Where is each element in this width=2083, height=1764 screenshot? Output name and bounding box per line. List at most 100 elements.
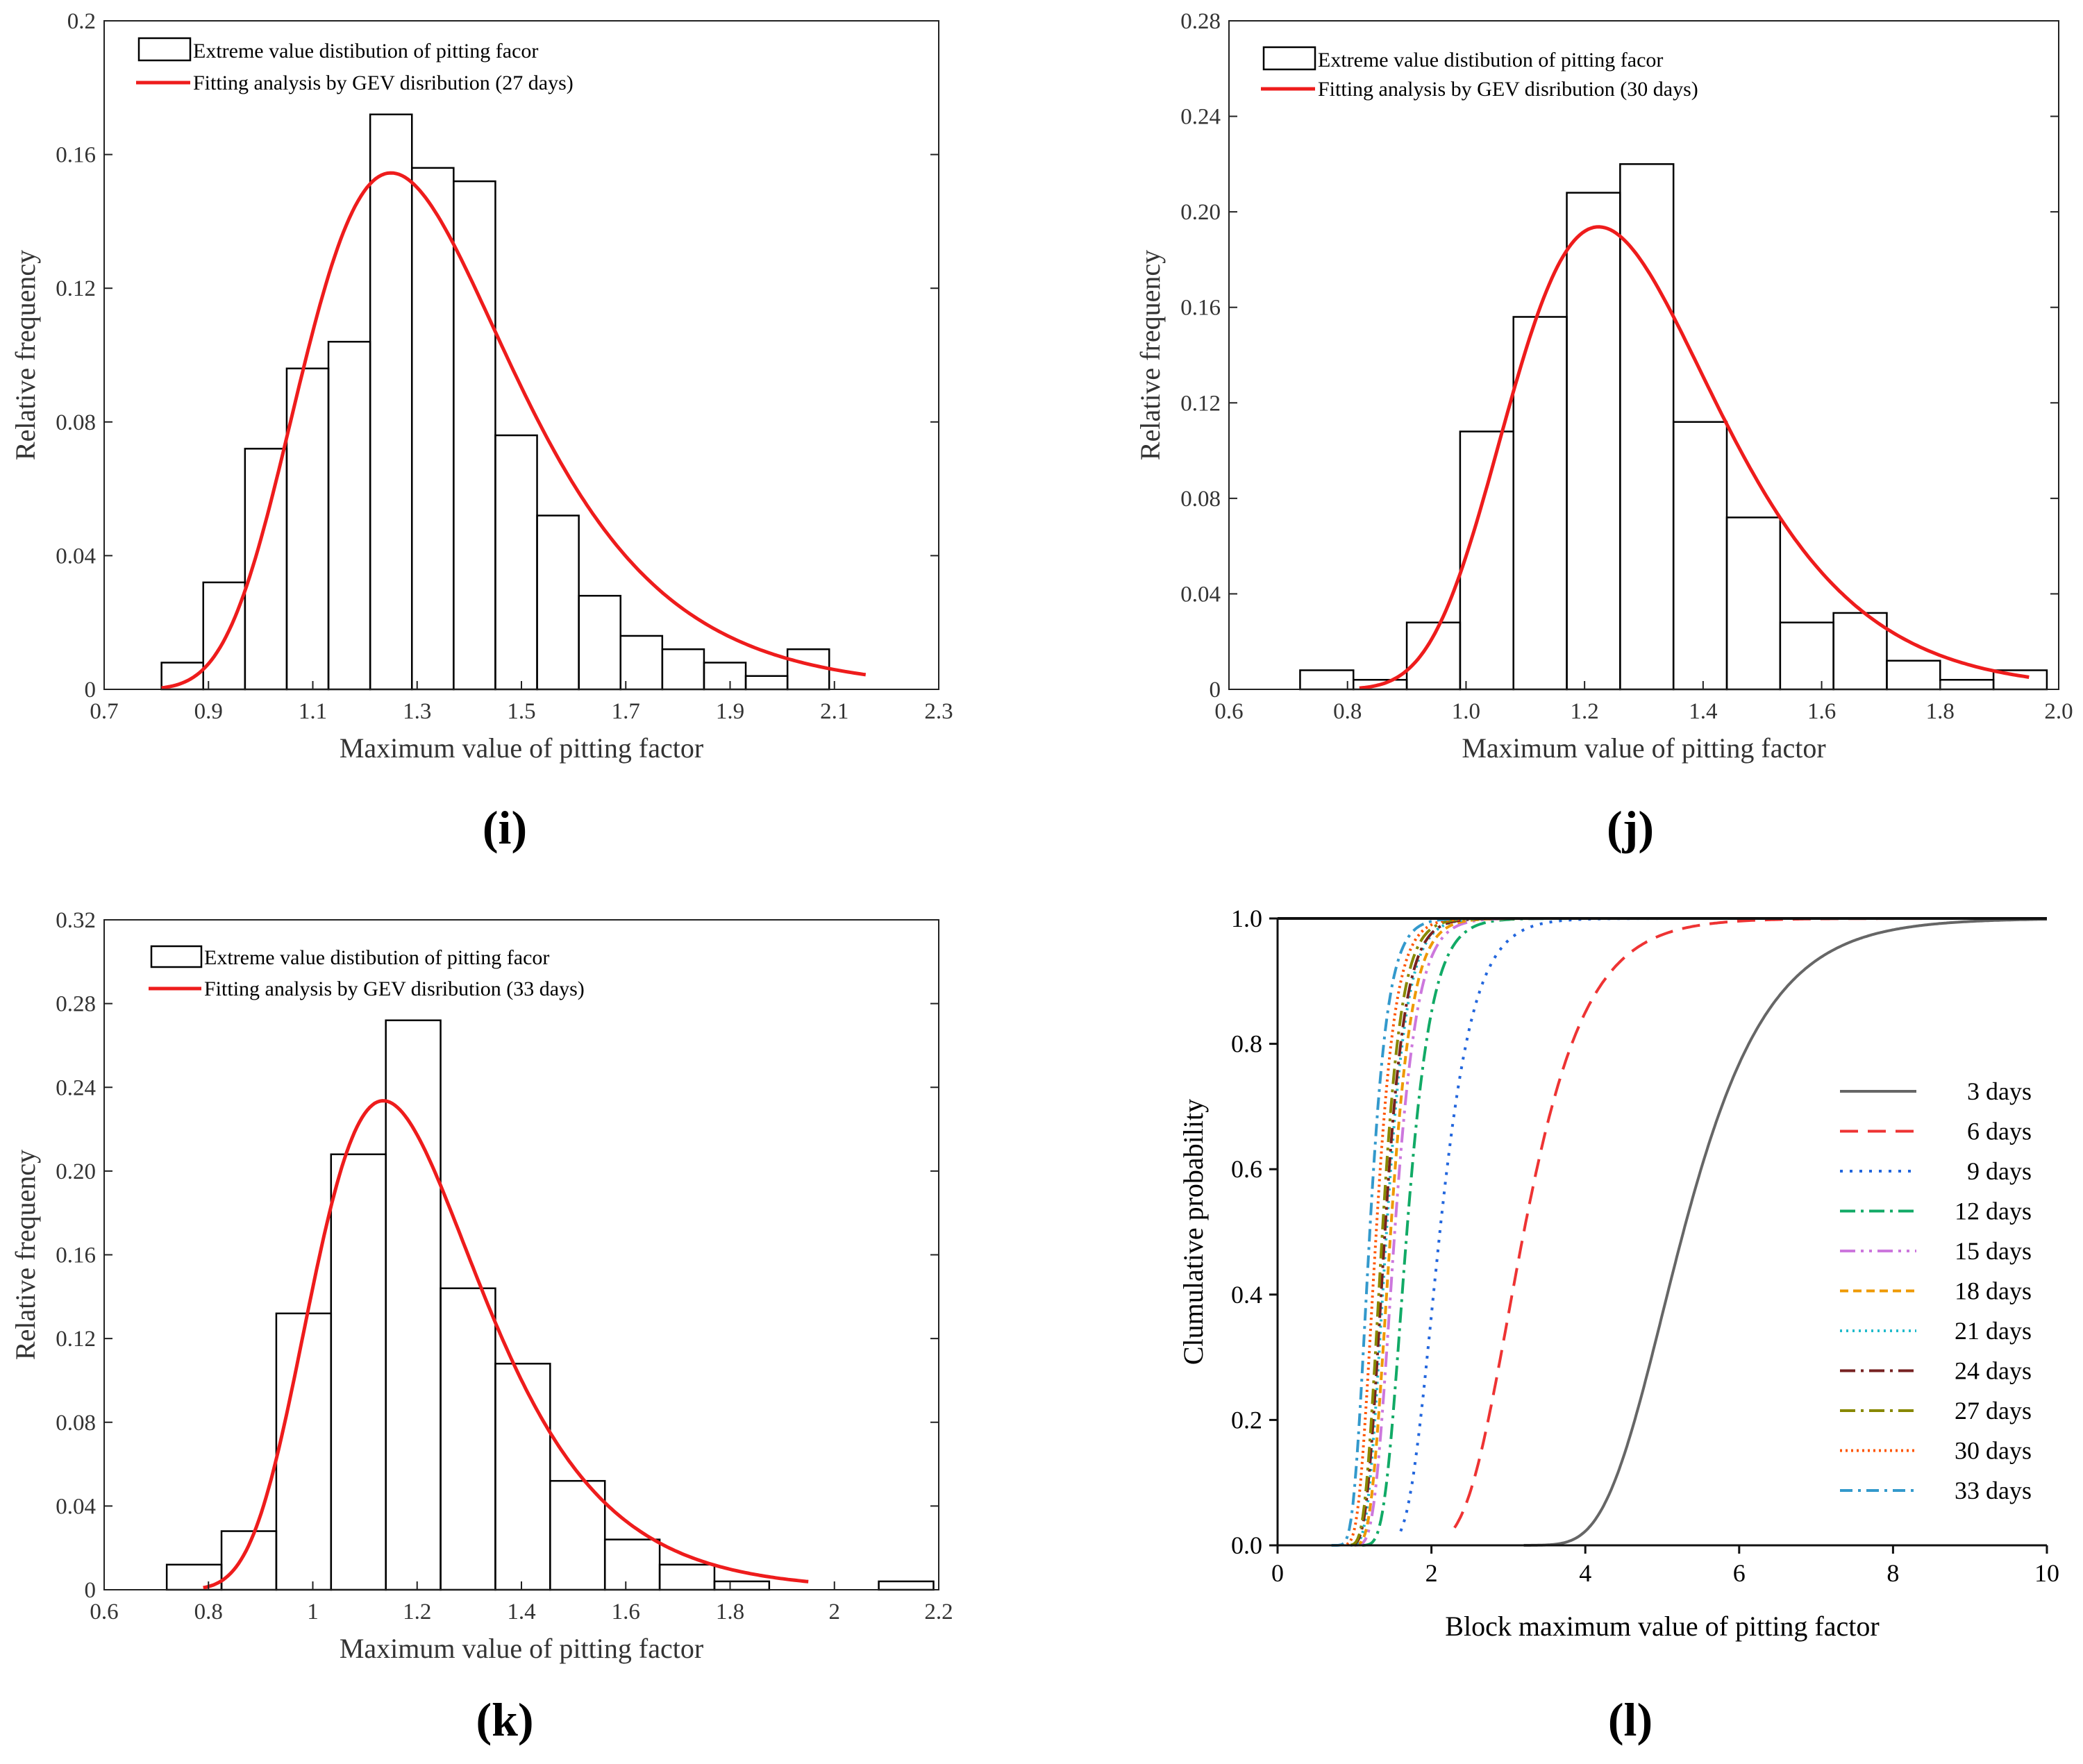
x-tick-label: 1.7: [612, 699, 640, 724]
x-axis-title: Maximum value of pitting factor: [340, 732, 703, 764]
histogram-bar: [661, 648, 705, 691]
x-tick-label: 2.2: [924, 1599, 953, 1624]
y-tick-label: 0.2: [1231, 1406, 1262, 1434]
histogram-bar: [1512, 316, 1568, 691]
cdf-curve-3-days: [1523, 918, 2048, 1547]
y-tick-label: 0.08: [56, 410, 96, 435]
histogram-bar: [603, 1538, 661, 1591]
y-tick-label: 0.0: [1231, 1531, 1262, 1559]
histogram-bar: [327, 340, 371, 691]
x-tick-label: 1.8: [716, 1599, 744, 1624]
histogram-bar: [1459, 430, 1514, 691]
x-tick-label: 4: [1579, 1559, 1591, 1587]
legend: Extreme value distibution of pitting fac…: [1261, 46, 1698, 101]
y-tick-label: 0.6: [1231, 1155, 1262, 1183]
histogram-bar: [494, 434, 538, 691]
y-tick-label: 0.32: [56, 908, 96, 933]
cdf-curve-24-days: [1350, 917, 2047, 1547]
legend-label: 3 days: [1967, 1077, 2032, 1105]
legend-label: 30 days: [1955, 1437, 2032, 1465]
panel-k-histogram: 0.6 0.8 1 1.2 1.4 1.6 1.8 2 2.2 0 0.04 0.08 0.12 0.16…: [10, 908, 953, 1746]
histogram-bar: [578, 594, 621, 691]
legend-label: 12 days: [1955, 1198, 2032, 1225]
legend-bars-label: Extreme value distibution of pitting fac…: [1318, 49, 1663, 72]
y-tick-label: 0: [1210, 678, 1221, 703]
y-tick-label: 0: [85, 1578, 97, 1603]
y-tick-label: 0.04: [56, 1494, 96, 1519]
x-tick-label: 0.8: [194, 1599, 223, 1624]
x-tick-label: 2: [829, 1599, 841, 1624]
legend: Extreme value distibution of pitting fac…: [149, 945, 585, 1000]
y-tick-label: 0.24: [1180, 105, 1221, 130]
plot-frame: [103, 919, 939, 1590]
histogram-bar: [220, 1530, 278, 1591]
histogram-bar: [369, 113, 413, 691]
legend-bars-label: Extreme value distibution of pitting fac…: [193, 40, 538, 62]
x-tick-label: 0.9: [194, 699, 223, 724]
y-tick-label: 0: [85, 678, 97, 703]
histogram-bar: [410, 167, 455, 691]
cdf-curve-12-days: [1362, 917, 2047, 1547]
gev-fit-curve: [1359, 225, 2030, 690]
x-tick-label: 1.3: [403, 699, 431, 724]
x-tick-label: 1.6: [612, 1599, 640, 1624]
legend-label: 24 days: [1955, 1357, 2032, 1385]
y-tick-label: 0.12: [56, 276, 96, 301]
x-tick-label: 0.8: [1333, 699, 1362, 724]
y-axis-title: Clumulative probability: [1178, 1099, 1209, 1365]
histogram-bar: [1299, 669, 1355, 691]
y-tick-label: 0.08: [56, 1411, 96, 1436]
histogram-bar: [619, 635, 664, 691]
y-axis-title: Relative frequency: [1135, 250, 1166, 460]
legend-bar-swatch: [150, 945, 203, 968]
x-axis-title: Maximum value of pitting factor: [1462, 732, 1825, 764]
legend-label: 27 days: [1955, 1397, 2032, 1425]
legend-label: 6 days: [1967, 1118, 2032, 1145]
legend-curve-label: Fitting analysis by GEV disribution (30 …: [1318, 78, 1698, 101]
legend-label: 15 days: [1955, 1237, 2032, 1265]
y-tick-label: 0.12: [1180, 391, 1221, 416]
x-tick-label: 0.7: [90, 699, 118, 724]
y-tick-label: 0.04: [1180, 582, 1221, 607]
cdf-curve-15-days: [1354, 917, 2047, 1547]
legend-curve-label: Fitting analysis by GEV disribution (33 …: [204, 977, 585, 1000]
gev-fit-curve: [161, 171, 867, 690]
x-tick-label: 2: [1425, 1559, 1438, 1587]
x-tick-label: 0: [1271, 1559, 1284, 1587]
x-tick-label: 1.4: [507, 1599, 535, 1624]
legend-bars-label: Extreme value distibution of pitting fac…: [204, 946, 549, 969]
panel-j-histogram: 0.6 0.8 1.0 1.2 1.4 1.6 1.8 2.0 0 0.04 0.08 0.12 0.1…: [1135, 9, 2073, 854]
legend-label: 21 days: [1955, 1317, 2032, 1345]
panel-label: (i): [483, 801, 527, 854]
legend-label: 9 days: [1967, 1157, 2032, 1185]
legend: Extreme value distibution of pitting fac…: [136, 37, 574, 94]
x-tick-label: 1.5: [507, 699, 535, 724]
histogram-bar: [330, 1153, 387, 1591]
x-tick-label: 2.1: [820, 699, 848, 724]
panel-l-cdf-chart: 0 2 4 6 8 10 0.0 0.2 0.4 0.6 0.8 1.0 Block maximum v…: [1178, 905, 2059, 1746]
x-tick-label: 1: [307, 1599, 319, 1624]
x-tick-label: 2.0: [2044, 699, 2073, 724]
histogram-bar: [786, 648, 830, 691]
panel-label: (l): [1608, 1693, 1653, 1746]
x-tick-label: 1.0: [1452, 699, 1480, 724]
y-tick-label: 0.24: [56, 1075, 96, 1100]
panel-label: (j): [1607, 801, 1654, 854]
legend-label: 33 days: [1955, 1477, 2032, 1504]
histogram-bar: [549, 1479, 606, 1591]
x-tick-label: 6: [1733, 1559, 1746, 1587]
histogram-bar: [1672, 421, 1728, 691]
y-tick-label: 0.08: [1180, 487, 1221, 512]
histogram-bar: [1779, 621, 1834, 691]
cdf-curve-18-days: [1354, 917, 2047, 1547]
x-tick-label: 1.8: [1926, 699, 1955, 724]
legend: 3 days 6 days 9 days 12 days 15 days 18 days 2…: [1840, 1077, 2032, 1504]
histogram-bar: [1939, 678, 1995, 691]
histogram-bar: [713, 1580, 771, 1591]
histogram-bar: [1886, 660, 1941, 691]
x-tick-label: 8: [1887, 1559, 1899, 1587]
panel-i-histogram: 0.7 0.9 1.1 1.3 1.5 1.7 1.9 2.1 2.3 0 0.04 0.08 0.12…: [10, 9, 953, 854]
x-tick-label: 1.9: [716, 699, 744, 724]
y-tick-label: 0.8: [1231, 1030, 1262, 1058]
